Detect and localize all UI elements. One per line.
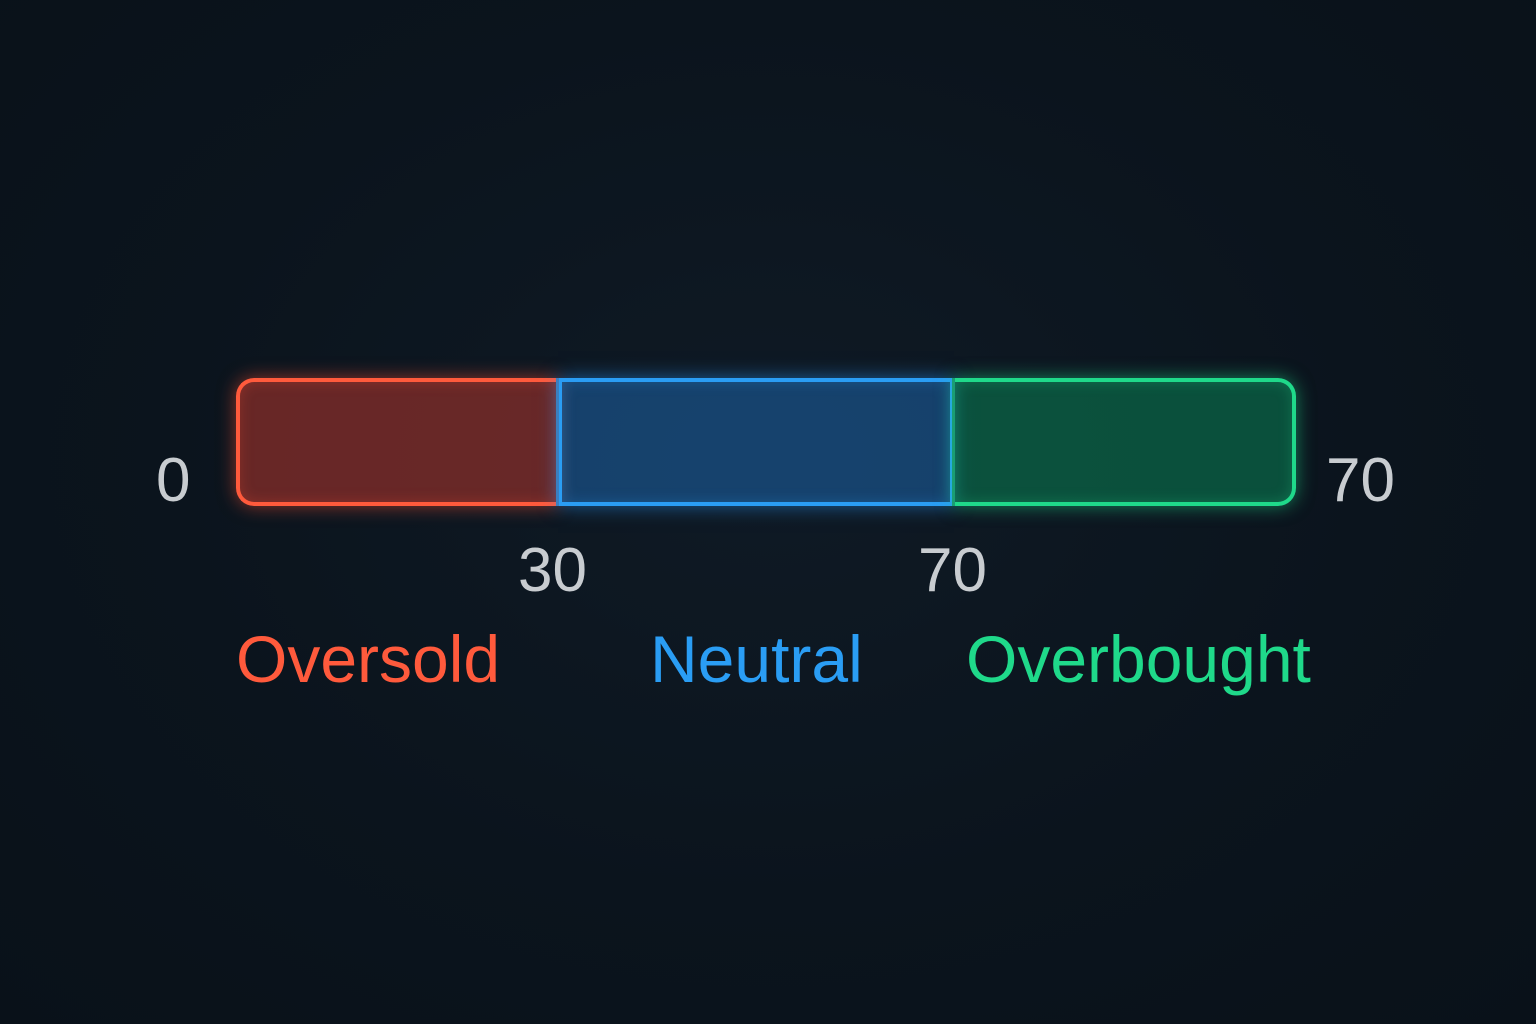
tick-label-lower-threshold: 30 <box>518 536 587 605</box>
tick-label-max: 70 <box>1326 446 1395 515</box>
upper-threshold-divider <box>952 378 955 506</box>
zone-label-oversold: Oversold <box>236 622 501 696</box>
lower-threshold-divider <box>556 378 559 506</box>
tick-label-min: 0 <box>156 446 191 515</box>
zone-label-overbought: Overbought <box>966 622 1311 696</box>
zone-gauge-bar <box>236 378 1296 506</box>
overbought-zone <box>954 378 1296 506</box>
zone-label-neutral: Neutral <box>650 622 863 696</box>
oversold-zone <box>236 378 558 506</box>
tick-label-upper-threshold: 70 <box>918 536 987 605</box>
neutral-zone <box>558 378 954 506</box>
